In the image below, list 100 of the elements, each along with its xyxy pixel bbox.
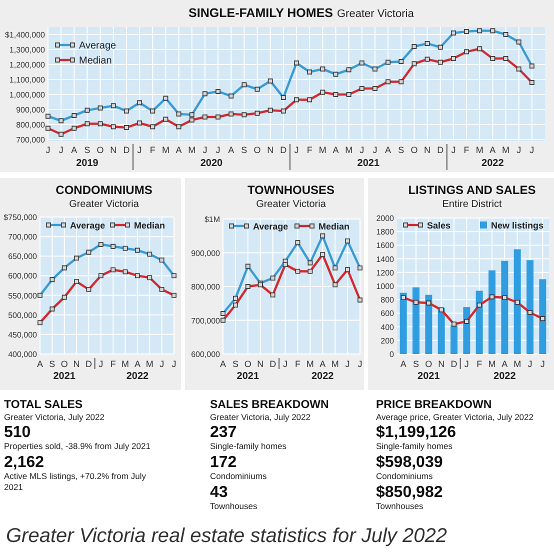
y-tick-label: $750,000 xyxy=(4,213,38,222)
x-tick-label: A xyxy=(385,145,392,155)
chart-subtitle: Greater Victoria xyxy=(337,8,415,20)
x-tick-label: N xyxy=(438,359,445,369)
y-tick-label: 550,000 xyxy=(8,291,38,300)
text: 237 xyxy=(210,424,237,441)
x-tick-label: J xyxy=(216,145,220,155)
legend-label: Median xyxy=(134,220,166,230)
y-tick-label: 1,000,000 xyxy=(9,90,46,100)
x-tick-label: J xyxy=(58,145,64,155)
chart-title: TOWNHOUSES xyxy=(247,183,335,197)
chart-title: CONDOMINIUMS xyxy=(56,183,152,197)
chart-title: LISTINGS AND SALES xyxy=(408,183,536,197)
y-tick-label: 400 xyxy=(380,322,395,332)
x-tick-label: S xyxy=(84,145,90,155)
x-tick-label: J xyxy=(451,145,456,155)
y-tick-label: 200 xyxy=(380,336,395,346)
text: 2020 xyxy=(200,158,224,169)
x-tick-label: N xyxy=(424,145,431,155)
text: 2022 xyxy=(482,158,504,169)
category-label: Properties sold, -38.9% from July 2021 xyxy=(4,441,151,451)
y-tick-label: 600 xyxy=(380,309,395,318)
bar xyxy=(400,292,407,354)
x-tick-label: J xyxy=(358,359,362,369)
x-tick-label: S xyxy=(412,359,420,369)
legend-label: Average xyxy=(79,40,117,52)
x-tick-label: S xyxy=(241,145,248,155)
text: SALES BREAKDOWN xyxy=(210,399,329,411)
x-tick-label: J xyxy=(160,359,164,369)
x-tick-label: A xyxy=(320,359,326,369)
x-tick-label: M xyxy=(306,359,314,369)
bar xyxy=(539,279,546,354)
y-tick-label: 700,000 xyxy=(191,316,221,326)
y-tick-label: 500,000 xyxy=(8,310,38,320)
legend-label: Median xyxy=(318,222,350,232)
y-tick-label: 900,000 xyxy=(16,106,46,114)
x-tick-label: O xyxy=(96,145,104,155)
x-tick-label: F xyxy=(110,359,116,369)
y-tick-label: 1400 xyxy=(376,254,395,264)
bar xyxy=(526,260,534,354)
x-tick-label: J xyxy=(528,359,532,369)
x-tick-label: M xyxy=(331,359,339,369)
text: 2021 xyxy=(418,371,440,382)
bar xyxy=(514,249,521,354)
text: $1,199,126 xyxy=(376,424,456,441)
x-tick-label: A xyxy=(176,145,182,155)
legend-label: Average xyxy=(253,222,288,232)
x-tick-label: J xyxy=(540,359,545,369)
x-tick-label: M xyxy=(502,145,510,155)
x-tick-label: D xyxy=(123,145,130,155)
category-label: Single-family homes xyxy=(376,441,453,451)
x-tick-label: A xyxy=(332,145,339,155)
x-tick-label: J xyxy=(464,359,469,369)
x-tick-label: S xyxy=(398,145,404,155)
y-tick-label: 1,300,000 xyxy=(9,46,46,54)
x-tick-label: J xyxy=(530,145,534,155)
text: Greater Victoria real estate statistics for July 2022 xyxy=(6,525,447,547)
x-tick-label: F xyxy=(476,359,483,369)
text: Greater Victoria, July 2022 xyxy=(4,412,105,422)
x-tick-label: M xyxy=(318,145,326,155)
y-tick-label: 700,000 xyxy=(8,232,38,242)
x-tick-label: M xyxy=(146,359,154,369)
category-label: Condominiums xyxy=(210,471,267,481)
y-tick-label: 600,000 xyxy=(8,272,38,281)
text: 43 xyxy=(210,484,228,501)
x-tick-label: J xyxy=(294,145,299,155)
text: 2022 xyxy=(126,371,150,382)
bar xyxy=(438,308,445,354)
x-tick-label: A xyxy=(490,145,496,155)
bar xyxy=(412,287,420,354)
x-tick-label: N xyxy=(267,145,274,155)
x-tick-label: S xyxy=(232,359,238,369)
text: 2021 xyxy=(53,371,76,382)
chart-subtitle: Entire District xyxy=(442,199,502,210)
text: $598,039 xyxy=(376,454,443,471)
x-tick-label: A xyxy=(71,145,78,155)
x-tick-label: O xyxy=(60,359,68,369)
x-tick-label: M xyxy=(488,359,496,369)
legend-label: Median xyxy=(79,56,112,66)
y-tick-label: 1800 xyxy=(376,228,395,237)
legend-label: Sales xyxy=(427,220,451,230)
y-tick-label: 1,100,000 xyxy=(9,76,46,84)
bar xyxy=(425,294,432,354)
x-tick-label: M xyxy=(345,145,353,155)
bar xyxy=(501,260,508,354)
x-tick-label: J xyxy=(516,145,522,155)
x-tick-label: S xyxy=(49,359,56,369)
y-tick-label: 1200 xyxy=(376,268,395,278)
chart-subtitle: Greater Victoria xyxy=(256,199,326,210)
y-tick-label: 700,000 xyxy=(16,136,46,144)
y-tick-label: 450,000 xyxy=(8,330,38,340)
x-tick-label: N xyxy=(73,359,80,369)
x-tick-label: A xyxy=(220,359,226,369)
y-tick-label: $1,400,000 xyxy=(4,30,46,40)
y-tick-label: 600,000 xyxy=(191,350,221,359)
text: 2,162 xyxy=(4,454,44,471)
text: 172 xyxy=(210,454,237,471)
category-label: Condominiums xyxy=(376,471,433,481)
text: 2019 xyxy=(76,158,99,169)
x-tick-label: O xyxy=(410,145,418,155)
